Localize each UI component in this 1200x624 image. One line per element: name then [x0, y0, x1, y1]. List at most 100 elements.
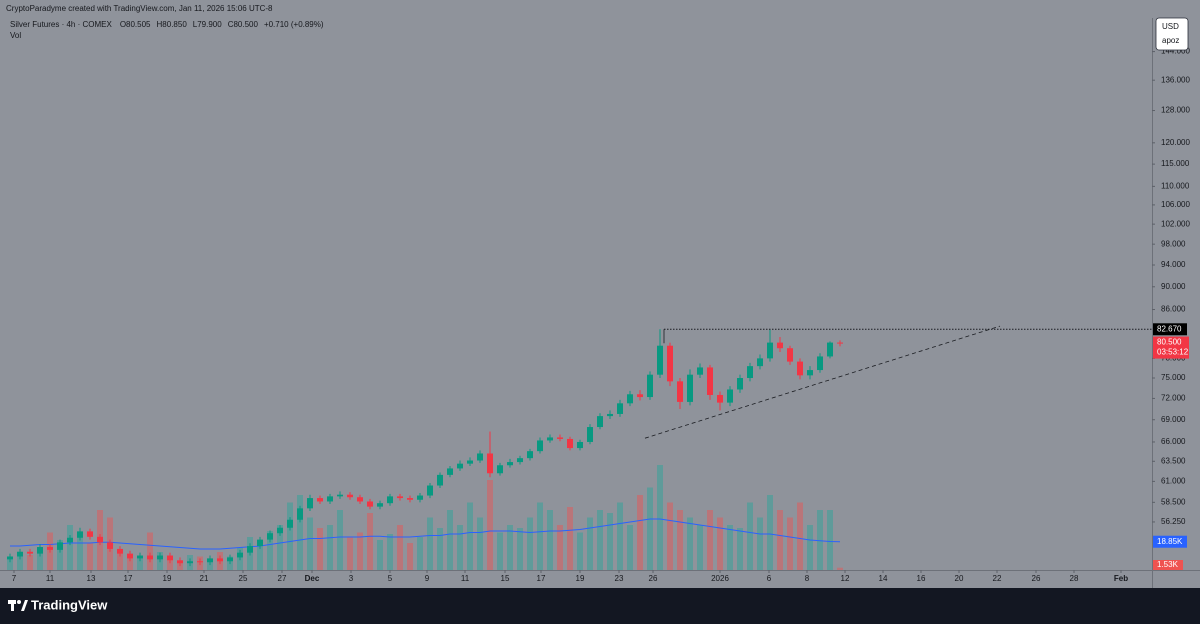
candle-body: [667, 345, 673, 382]
legend-value: H80.850: [157, 20, 188, 29]
candle-body: [257, 539, 263, 547]
volume-bar: [717, 517, 723, 570]
y-tick-label: 69.000: [1161, 415, 1186, 424]
candle-body: [277, 527, 283, 534]
y-tick-label: 98.000: [1161, 239, 1186, 248]
volume-bar: [677, 510, 683, 570]
legend-value: +0.710 (+0.89%): [264, 20, 324, 29]
volume-bar: [757, 517, 763, 570]
candle-body: [57, 542, 63, 550]
candle-body: [627, 394, 633, 404]
x-tick-label: 17: [124, 574, 133, 583]
currency-box[interactable]: [1155, 17, 1189, 51]
y-tick-label: 110.000: [1161, 181, 1190, 190]
candle-body: [287, 519, 293, 528]
volume-bar: [537, 502, 543, 570]
volume-bar: [477, 517, 483, 570]
volume-bar: [697, 525, 703, 570]
candle-body: [147, 555, 153, 560]
candle-body: [707, 367, 713, 395]
candle-body: [517, 458, 523, 463]
y-tick-label: 90.000: [1161, 282, 1186, 291]
volume-bar: [257, 543, 263, 570]
volume-bar: [577, 532, 583, 570]
volume-bar: [327, 525, 333, 570]
candle-body: [567, 438, 573, 449]
legend-value: O80.505: [120, 20, 151, 29]
x-tick-label: 15: [501, 574, 510, 583]
candle-body: [537, 440, 543, 452]
candle-body: [77, 531, 83, 538]
volume-bar: [827, 510, 833, 570]
candle-body: [497, 465, 503, 474]
x-tick-label: 17: [537, 574, 546, 583]
volume-bar: [367, 513, 373, 570]
x-tick-label: 11: [461, 574, 470, 583]
volume-title: Vol: [10, 31, 21, 40]
candle-body: [227, 557, 233, 562]
x-tick-label: 9: [425, 574, 430, 583]
candle-body: [97, 536, 103, 543]
candle-body: [207, 558, 213, 563]
candle-body: [697, 367, 703, 375]
volume-bar: [837, 567, 843, 570]
volume-bar: [747, 502, 753, 570]
volume-bar: [347, 537, 353, 570]
x-tick-label: 25: [239, 574, 248, 583]
volume-bar: [767, 495, 773, 570]
volume-bar: [337, 510, 343, 570]
volume-bar: [597, 510, 603, 570]
chart-background: [0, 0, 1200, 588]
candle-body: [17, 551, 23, 557]
candle-body: [747, 366, 753, 379]
candle-body: [177, 560, 183, 564]
volume-bar: [117, 549, 123, 570]
y-tick-label: 115.000: [1161, 159, 1190, 168]
candle-body: [197, 561, 203, 563]
volume-bar: [527, 517, 533, 570]
volume-bar: [737, 528, 743, 570]
candle-body: [677, 381, 683, 402]
volume-bar: [7, 558, 13, 570]
y-tick-label: 144.000: [1161, 47, 1190, 56]
plot: [7, 325, 1152, 570]
volume-bar: [507, 525, 513, 570]
legend-value: C80.500: [228, 20, 259, 29]
candle-body: [367, 501, 373, 507]
x-tick-label: 28: [1070, 574, 1079, 583]
candle-body: [577, 441, 583, 449]
volume-bar: [317, 528, 323, 570]
y-tick-label: 136.000: [1161, 75, 1190, 84]
x-tick-label: 8: [805, 574, 810, 583]
volume-bar: [27, 555, 33, 570]
last-price-label: 80.500: [1157, 338, 1182, 347]
candle-body: [457, 463, 463, 469]
candle-body: [717, 394, 723, 403]
volume-bar: [377, 540, 383, 570]
volume-bar: [57, 540, 63, 570]
candle-body: [807, 370, 813, 376]
volume-bar: [787, 517, 793, 570]
candle-body: [417, 495, 423, 500]
candle-body: [757, 358, 763, 367]
volume-bar: [627, 525, 633, 570]
volume-bar: [777, 510, 783, 570]
candle-body: [37, 547, 43, 554]
candle-body: [427, 485, 433, 496]
volume-bar: [417, 537, 423, 570]
volume-ma-label: 18.85K: [1157, 537, 1183, 546]
x-tick-label: 26: [1032, 574, 1041, 583]
volume-bar: [407, 543, 413, 570]
candle-body: [797, 361, 803, 376]
candle-body: [117, 548, 123, 554]
x-tick-label: 26: [649, 574, 658, 583]
volume-bar: [657, 465, 663, 570]
y-tick-label: 102.000: [1161, 219, 1190, 228]
candle-body: [187, 561, 193, 564]
candle-body: [137, 555, 143, 559]
y-tick-label: 56.250: [1161, 517, 1186, 526]
candle-body: [387, 496, 393, 504]
volume-bar: [397, 525, 403, 570]
candle-body: [267, 533, 273, 540]
volume-ma-line: [10, 518, 841, 550]
